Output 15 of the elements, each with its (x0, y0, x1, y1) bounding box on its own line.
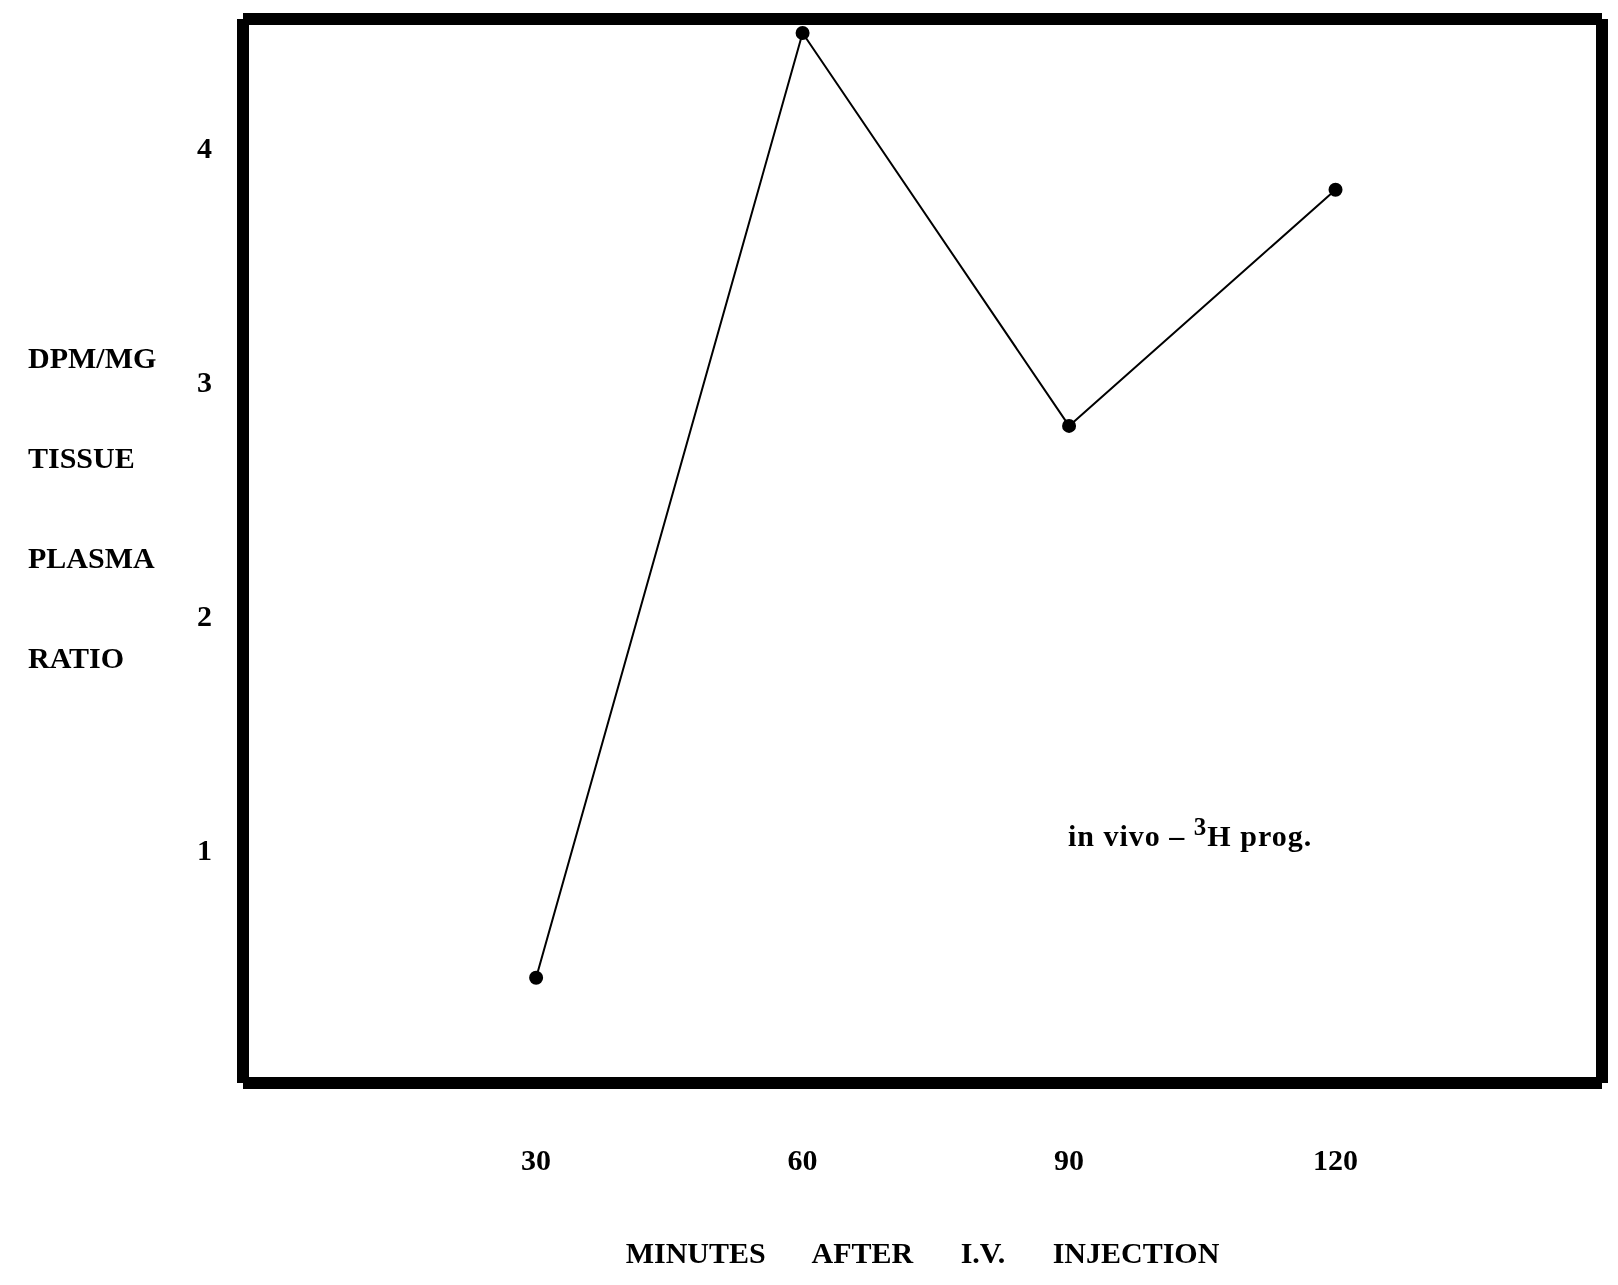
y-tick-label: 3 (197, 365, 212, 399)
point (529, 970, 544, 985)
text: DPM/MG TISSUE PLASMA RATIO (28, 340, 157, 674)
annotation: in vivo – $^{3}$H prog. (1068, 813, 1313, 853)
y-tick-label: 2 (197, 598, 212, 632)
x-tick-label: 120 (1313, 1143, 1359, 1177)
point (795, 26, 810, 41)
x-axis-title: MINUTES AFTER I.V. INJECTION (625, 1236, 1220, 1269)
y-tick-label: 4 (197, 131, 212, 165)
point (1062, 418, 1077, 433)
x-tick-label: 30 (521, 1143, 552, 1177)
point (1328, 182, 1343, 197)
x-tick-label: 60 (787, 1143, 818, 1177)
y-tick-label: 1 (197, 832, 212, 866)
x-tick-label: 90 (1054, 1143, 1085, 1177)
